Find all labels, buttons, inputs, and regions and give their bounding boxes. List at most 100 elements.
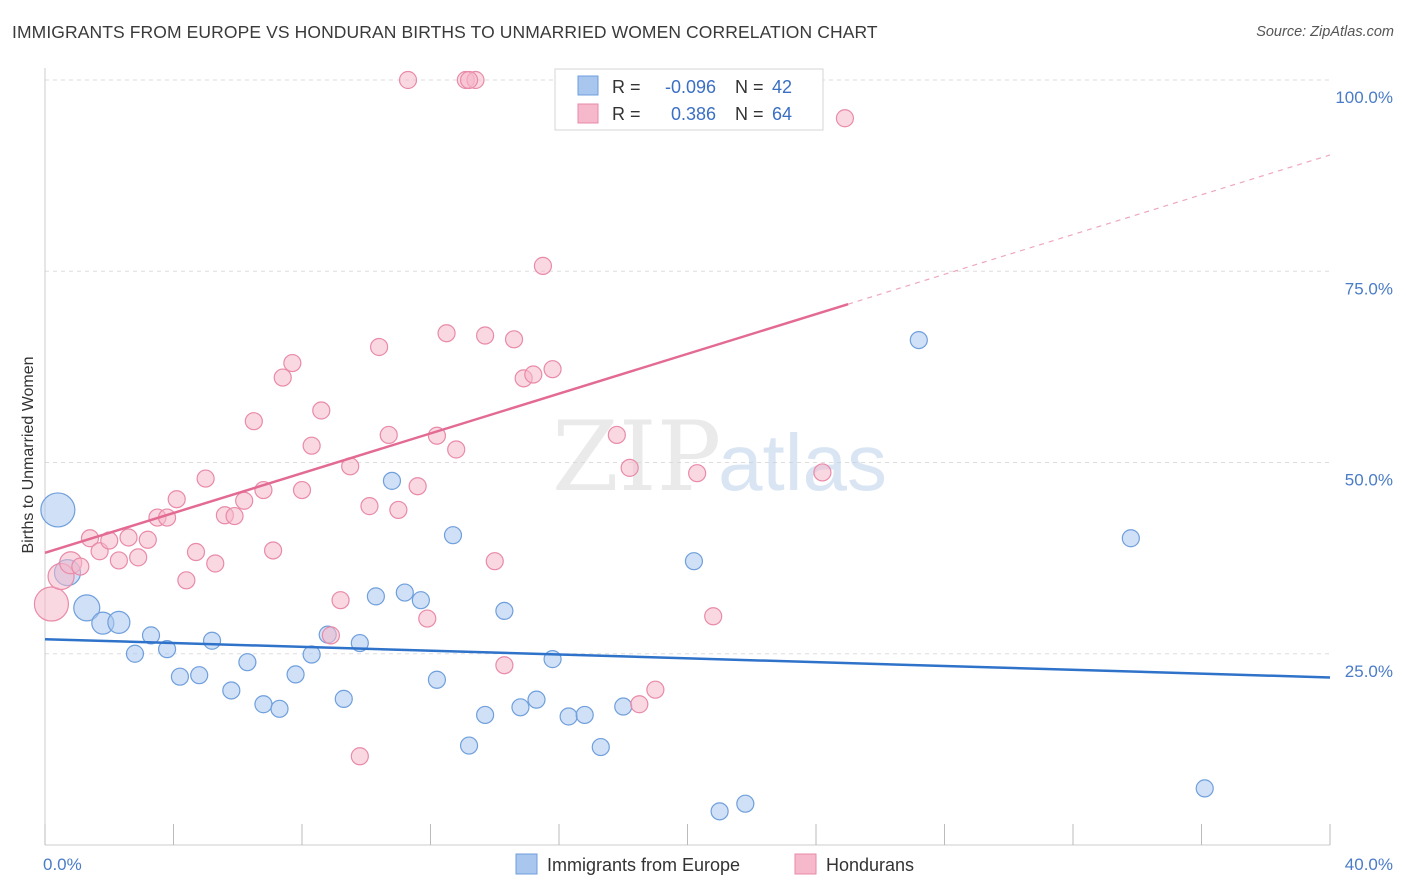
pink-point-23 bbox=[263, 541, 283, 560]
blue-point-30 bbox=[527, 690, 546, 709]
blue-point-24 bbox=[427, 670, 447, 689]
tick-labels: 25.0% 50.0% 75.0% 100.0% 0.0% 40.0% bbox=[43, 88, 1393, 874]
pink-point-59 bbox=[704, 607, 723, 626]
pink-point-32 bbox=[350, 747, 369, 766]
legend-r-value-1: -0.096 bbox=[665, 77, 716, 97]
pink-point-36 bbox=[389, 500, 408, 520]
blue-point-10 bbox=[202, 631, 222, 650]
pink-point-48 bbox=[504, 330, 524, 349]
pink-point-52 bbox=[543, 360, 562, 379]
trend-line-immigrants-from-europe bbox=[44, 637, 1331, 679]
legend-n-label-2: N = bbox=[735, 104, 764, 124]
pink-point-17 bbox=[206, 554, 225, 573]
blue-point-11 bbox=[222, 681, 241, 700]
y-tick-label-25: 25.0% bbox=[1345, 662, 1393, 681]
source-credit: Source: ZipAtlas.com bbox=[1256, 24, 1394, 40]
blue-point-35 bbox=[614, 697, 633, 716]
pink-point-46 bbox=[485, 552, 504, 571]
blue-point-26 bbox=[459, 736, 479, 755]
watermark-zip: ZIP bbox=[552, 401, 721, 513]
blue-point-25 bbox=[443, 526, 463, 545]
blue-point-23 bbox=[411, 591, 430, 610]
pink-point-55 bbox=[620, 458, 639, 477]
blue-point-37 bbox=[710, 802, 729, 821]
pink-point-21 bbox=[244, 412, 263, 431]
blue-point-5 bbox=[125, 644, 145, 663]
blue-point-0 bbox=[40, 492, 76, 528]
blue-point-18 bbox=[334, 689, 353, 708]
blue-point-40 bbox=[1121, 529, 1140, 548]
y-tick-label-75: 75.0% bbox=[1345, 279, 1393, 298]
pink-point-58 bbox=[688, 464, 707, 483]
legend-swatch-blue bbox=[577, 75, 599, 96]
gridlines bbox=[45, 79, 1330, 655]
pink-point-29 bbox=[321, 626, 341, 645]
correlation-legend: R = -0.096 N = 42 R = 0.386 N = 64 bbox=[554, 68, 824, 131]
blue-point-38 bbox=[736, 794, 755, 813]
pink-point-35 bbox=[379, 425, 398, 445]
trend-line-hondurans-extension bbox=[847, 154, 1331, 305]
pink-point-47 bbox=[495, 656, 514, 675]
pink-point-24 bbox=[273, 368, 292, 387]
legend-n-label-1: N = bbox=[735, 77, 764, 97]
blue-point-4 bbox=[107, 610, 131, 634]
bottom-legend-label-blue: Immigrants from Europe bbox=[547, 855, 740, 875]
legend-n-value-2: 64 bbox=[772, 104, 792, 124]
legend-r-label-1: R = bbox=[612, 77, 641, 97]
watermark-atlas: atlas bbox=[718, 418, 887, 507]
pink-point-37 bbox=[398, 70, 418, 90]
bottom-legend-label-pink: Hondurans bbox=[826, 855, 914, 875]
pink-point-34 bbox=[370, 337, 389, 357]
watermark: ZIP atlas bbox=[552, 401, 887, 513]
legend-n-value-1: 42 bbox=[772, 77, 792, 97]
pink-point-28 bbox=[312, 401, 331, 420]
pink-point-26 bbox=[292, 480, 312, 500]
pink-point-62 bbox=[459, 70, 479, 90]
legend-r-label-2: R = bbox=[612, 104, 641, 124]
pink-point-57 bbox=[646, 680, 665, 699]
pink-point-33 bbox=[360, 497, 379, 516]
trend-line-hondurans bbox=[44, 302, 849, 554]
x-tick-label-max: 40.0% bbox=[1345, 855, 1393, 874]
y-axis-label: Births to Unmarried Women bbox=[20, 356, 37, 553]
blue-point-13 bbox=[254, 695, 273, 714]
pink-point-38 bbox=[408, 477, 427, 496]
y-tick-label-50: 50.0% bbox=[1345, 471, 1393, 490]
legend-swatch-pink bbox=[577, 103, 599, 124]
pink-point-54 bbox=[607, 425, 626, 445]
pink-point-61 bbox=[835, 109, 855, 128]
blue-point-14 bbox=[270, 699, 289, 718]
pink-point-16 bbox=[196, 469, 215, 488]
pink-point-8 bbox=[119, 528, 138, 547]
blue-point-21 bbox=[382, 471, 402, 490]
blue-point-9 bbox=[190, 666, 209, 685]
pink-point-25 bbox=[283, 353, 302, 373]
pink-point-7 bbox=[109, 551, 128, 570]
blue-point-22 bbox=[395, 583, 414, 602]
blue-point-32 bbox=[559, 707, 578, 726]
blue-point-33 bbox=[575, 705, 594, 725]
bottom-legend-swatch-blue bbox=[515, 853, 538, 875]
blue-point-29 bbox=[511, 698, 530, 717]
series-legend: Immigrants from Europe Hondurans bbox=[515, 853, 914, 875]
pink-point-9 bbox=[129, 548, 148, 567]
bottom-legend-swatch-pink bbox=[794, 853, 817, 875]
pink-point-51 bbox=[533, 256, 553, 275]
series-hondurans bbox=[33, 70, 855, 766]
blue-point-28 bbox=[495, 601, 514, 621]
blue-point-7 bbox=[157, 640, 177, 659]
blue-point-34 bbox=[591, 737, 610, 757]
blue-point-41 bbox=[1195, 779, 1214, 798]
axes bbox=[44, 68, 1331, 846]
pink-point-42 bbox=[447, 440, 466, 459]
pink-point-27 bbox=[302, 436, 321, 455]
blue-point-6 bbox=[141, 626, 161, 645]
pink-point-20 bbox=[235, 491, 254, 510]
pink-point-30 bbox=[331, 591, 350, 610]
chart-title: IMMIGRANTS FROM EUROPE VS HONDURAN BIRTH… bbox=[12, 22, 878, 42]
blue-point-8 bbox=[170, 667, 190, 686]
pink-point-0 bbox=[33, 586, 70, 622]
x-tick-label-min: 0.0% bbox=[43, 855, 82, 874]
blue-point-2 bbox=[73, 594, 101, 622]
